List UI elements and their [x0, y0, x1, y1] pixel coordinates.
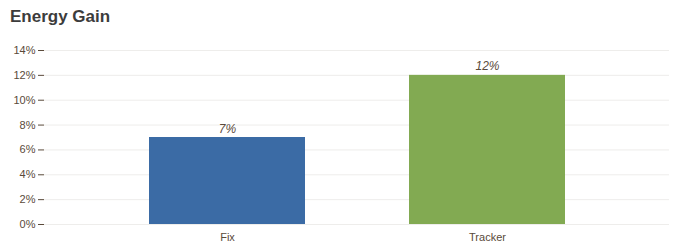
- svg-text:8%: 8%: [20, 119, 36, 131]
- html-text:Energy Gain: Energy Gain: [10, 7, 111, 26]
- svg-text:Fix: Fix: [220, 231, 235, 243]
- svg-text:0%: 0%: [20, 218, 36, 230]
- svg-text:12%: 12%: [475, 59, 499, 73]
- svg-text:12%: 12%: [13, 69, 35, 81]
- svg-text:14%: 14%: [13, 44, 35, 56]
- svg-text:10%: 10%: [13, 94, 35, 106]
- svg-text:4%: 4%: [20, 168, 36, 180]
- svg-text:2%: 2%: [20, 193, 36, 205]
- svg-text:6%: 6%: [20, 143, 36, 155]
- svg-text:7%: 7%: [219, 122, 237, 136]
- svg-text:Tracker: Tracker: [469, 231, 506, 243]
